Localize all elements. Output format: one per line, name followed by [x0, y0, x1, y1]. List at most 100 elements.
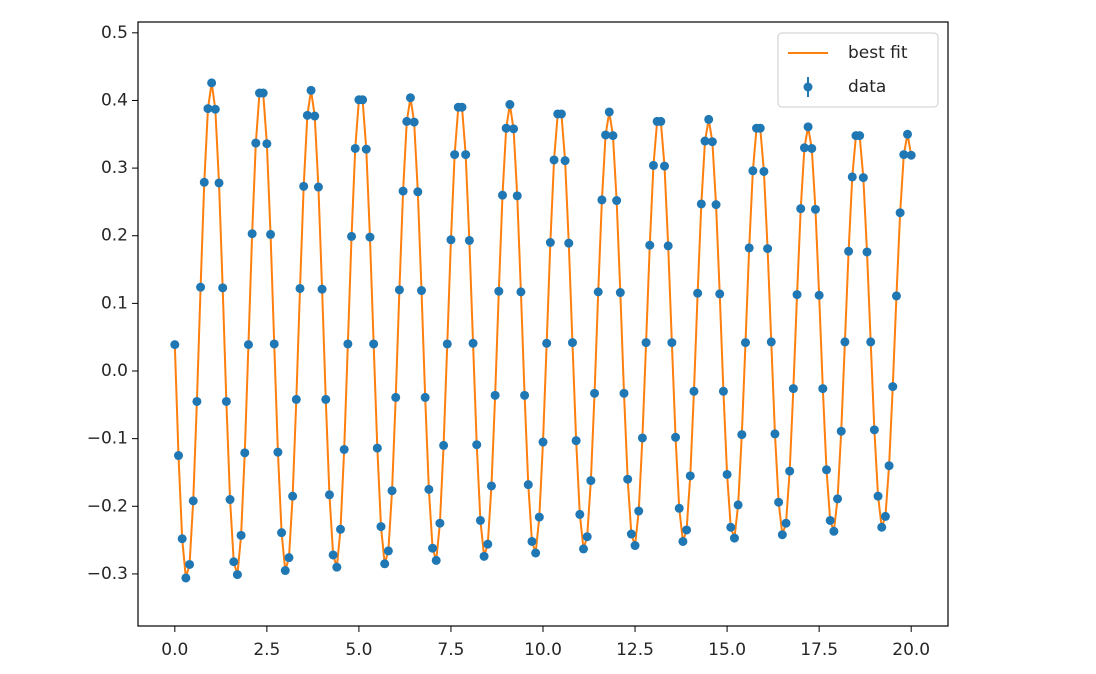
data-point [534, 512, 544, 522]
data-point [428, 543, 438, 553]
data-point [347, 231, 357, 241]
data-point [678, 536, 688, 546]
legend-box [777, 32, 939, 108]
data-point [512, 191, 522, 201]
legend-label: data [848, 77, 886, 97]
x-tick-label: 5.0 [345, 640, 372, 660]
data-point [207, 78, 217, 88]
data-point [361, 144, 371, 154]
data-point [424, 484, 434, 494]
data-point [538, 437, 548, 447]
data-point [873, 491, 883, 501]
data-point [284, 553, 294, 563]
data-point [527, 536, 537, 546]
data-point [229, 557, 239, 567]
data-point [442, 339, 452, 349]
data-point [196, 282, 206, 292]
data-point [291, 394, 301, 404]
data-point [590, 388, 600, 398]
data-point [295, 283, 305, 293]
data-point [376, 522, 386, 532]
x-tick-label: 10.0 [524, 640, 562, 660]
data-point [461, 150, 471, 160]
data-point [313, 182, 323, 192]
data-point [498, 190, 507, 200]
data-point [792, 290, 802, 300]
data-point [741, 338, 750, 348]
data-point [269, 339, 279, 349]
data-point [336, 524, 345, 534]
data-point [888, 382, 898, 392]
data-point [667, 338, 677, 348]
y-tick-label: 0.1 [101, 293, 128, 313]
data-point [556, 109, 566, 119]
data-point [637, 433, 647, 443]
data-point [748, 166, 758, 176]
data-point [862, 247, 872, 257]
data-point [796, 204, 806, 214]
data-point [903, 129, 912, 139]
data-point [387, 486, 397, 496]
data-point [785, 466, 795, 476]
data-point [844, 246, 854, 256]
data-point [174, 451, 183, 461]
data-point [464, 235, 474, 245]
x-tick-label: 12.5 [616, 640, 654, 660]
data-point [299, 181, 309, 191]
data-point [420, 392, 430, 402]
data-point [799, 143, 809, 153]
data-point [409, 117, 419, 127]
data-point [619, 388, 629, 398]
data-point [417, 286, 426, 296]
data-point [413, 187, 423, 197]
data-point [696, 199, 706, 209]
data-point [225, 495, 235, 505]
data-point [674, 503, 684, 513]
data-point [240, 448, 250, 458]
data-point [693, 288, 703, 298]
data-point [895, 208, 905, 218]
data-point [472, 440, 482, 450]
data-point [729, 533, 739, 543]
data-point [380, 559, 390, 569]
data-point [266, 229, 276, 239]
data-point [450, 150, 460, 160]
data-point [608, 131, 618, 141]
x-tick-label: 7.5 [437, 640, 464, 660]
data-point [218, 283, 228, 293]
data-point [634, 506, 644, 516]
x-tick-label: 17.5 [800, 640, 838, 660]
data-point [814, 290, 824, 300]
data-point [479, 551, 489, 561]
data-point [446, 235, 456, 245]
data-point [431, 555, 441, 565]
data-point [549, 155, 559, 165]
data-point [866, 337, 876, 347]
data-point [188, 496, 198, 506]
y-tick-label: 0.3 [101, 158, 128, 178]
data-point [818, 384, 828, 394]
data-point [243, 340, 253, 350]
data-point [405, 93, 415, 103]
data-point [877, 522, 887, 532]
data-point [836, 426, 846, 436]
data-point [199, 177, 209, 187]
data-point [597, 195, 607, 205]
data-point [626, 529, 636, 539]
data-point [586, 476, 596, 486]
data-point [542, 338, 552, 348]
data-point [685, 471, 695, 481]
data-point [593, 287, 603, 297]
data-point [612, 196, 622, 206]
data-point [516, 287, 526, 297]
y-tick-label: 0.5 [101, 23, 128, 43]
data-point [803, 122, 813, 132]
data-point [726, 522, 736, 532]
data-point [494, 286, 504, 296]
data-point [822, 465, 831, 475]
data-point [774, 497, 784, 507]
data-point [630, 541, 640, 551]
data-point [490, 390, 500, 400]
legend-swatch [803, 82, 813, 92]
